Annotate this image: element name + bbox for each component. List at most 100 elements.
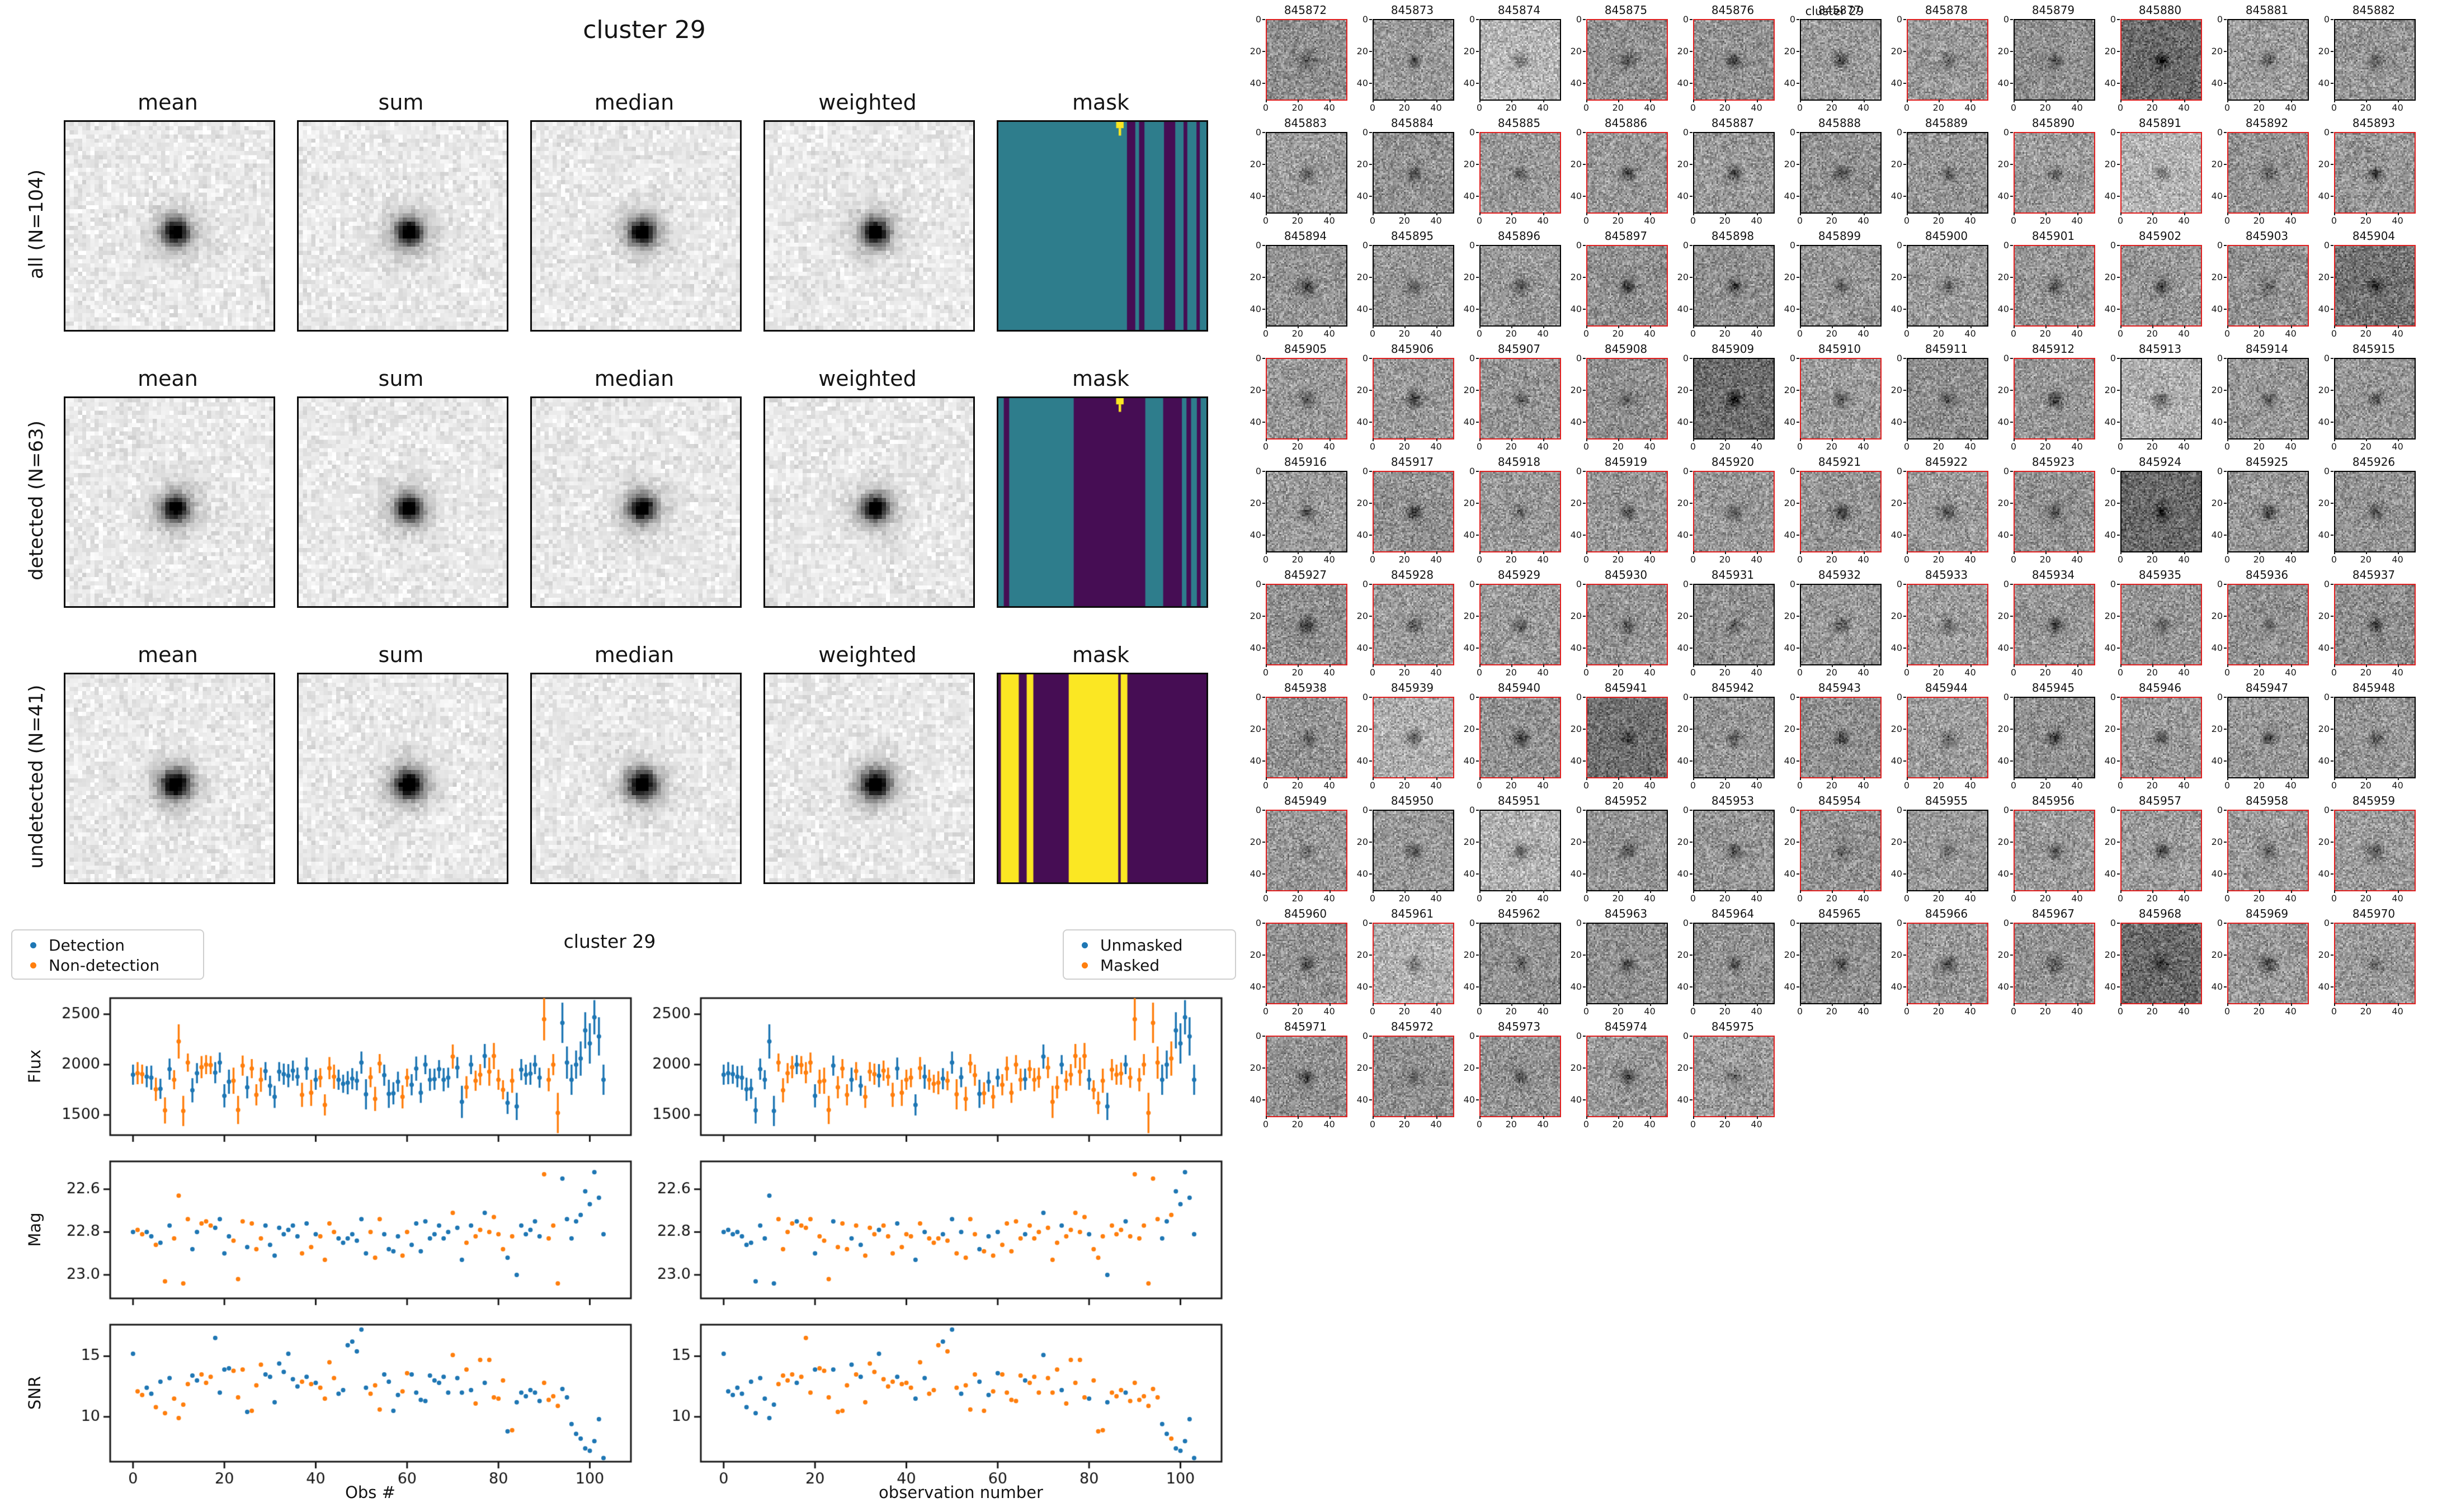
thumbnail-label-845910: 845910 [1818,342,1861,356]
tick [1797,195,1799,197]
tick [1690,1036,1692,1037]
thumbnail-845930-flagged [1586,584,1668,665]
thumbnail-845875-flagged [1586,19,1668,101]
tick [1690,1067,1692,1069]
thumb-ytick: 0 [1255,692,1261,702]
thumbnail-label-845942: 845942 [1711,681,1755,694]
tick [1724,890,1726,893]
thumb-ytick: 0 [2003,579,2009,589]
thumbnail-label-845906: 845906 [1390,342,1434,356]
thumb-ytick: 40 [1250,77,1261,88]
tick [2259,1003,2260,1006]
thumbnail-845941-flagged [1586,697,1668,778]
tick [1369,389,1372,391]
thumbnail-845877 [1800,19,1882,101]
tick [1797,358,1799,359]
thumb-ytick: 0 [1255,14,1261,25]
thumbnail-845907-flagged [1479,358,1561,440]
thumb-xtick: 40 [1323,102,1335,113]
tick [1797,697,1799,698]
thumb-ytick: 20 [1784,384,1795,395]
tick [1511,1003,1512,1006]
tick [1297,325,1299,328]
tick [2045,664,2047,667]
tick [1479,1116,1481,1119]
thumb-ytick: 0 [2110,805,2116,815]
tick [1266,212,1267,215]
thumb-xtick: 20 [1932,102,1944,113]
thumb-ytick: 40 [1890,303,1902,314]
tick [2117,471,2120,472]
tick [1724,664,1726,667]
tick [2045,551,2047,554]
tick [2045,212,2047,215]
tick [1369,163,1372,165]
tick [1583,841,1586,843]
thumb-ytick: 20 [1997,949,2009,960]
thumbnail-845908-flagged [1586,358,1668,440]
thumb-xtick: 0 [2331,102,2337,113]
thumb-ytick: 20 [2104,271,2116,282]
column-header-mean: mean [138,90,198,115]
tick [2010,308,2013,310]
thumbnail-845954-flagged [1800,810,1882,891]
thumb-xtick: 20 [1932,328,1944,339]
thumb-xtick: 0 [1369,780,1376,791]
tick [1543,1003,1544,1006]
tick [2334,100,2335,102]
thumb-xtick: 0 [1262,780,1269,791]
tick [1907,438,1908,441]
tick [2331,647,2333,649]
thumbnail-label-845904: 845904 [2352,229,2396,243]
thumb-ytick: 40 [1784,77,1795,88]
thumb-ytick: 20 [1250,723,1261,734]
thumb-ytick: 20 [2211,497,2223,508]
tick [1373,890,1374,893]
tick [1938,100,1940,102]
tick [2010,389,2013,391]
tick [2227,438,2228,441]
tick [1583,584,1586,585]
thumb-ytick: 40 [1890,868,1902,879]
thumbnail-845942 [1693,697,1775,778]
tick [2227,1003,2228,1006]
tick [1369,245,1372,246]
tick [2227,551,2228,554]
thumb-xtick: 40 [1537,893,1549,904]
thumb-xtick: 40 [2285,328,2297,339]
thumbnail-845957-flagged [2120,810,2202,891]
tick [1649,212,1651,215]
tick [1329,1116,1331,1119]
tick [1863,664,1865,667]
tick [1693,664,1694,667]
tick [1831,890,1833,893]
tick [1970,551,1972,554]
thumb-xtick: 40 [1857,554,1869,565]
column-header-mask: mask [1072,366,1130,391]
thumb-ytick: 20 [1890,723,1902,734]
thumb-ytick: 0 [1362,579,1368,589]
column-header-mask: mask [1072,642,1130,667]
tick [1583,276,1586,278]
unmasked-marker-icon [1082,942,1088,948]
tick [1690,50,1692,52]
thumb-ytick: 0 [1255,1031,1261,1041]
tick [1369,534,1372,536]
thumbnail-845966-flagged [1907,923,1988,1004]
thumb-ytick: 40 [1356,981,1368,992]
thumb-ytick: 0 [1576,14,1582,25]
tick [2331,954,2333,956]
tick [1476,276,1479,278]
tick [1649,100,1651,102]
tick [1543,325,1544,328]
thumb-ytick: 20 [2104,836,2116,847]
thumbnail-label-845947: 845947 [2245,681,2289,694]
thumb-ytick: 0 [1896,240,1902,251]
thumb-xtick: 40 [1644,893,1656,904]
tick [1476,923,1479,924]
tick [2120,212,2121,215]
thumb-ytick: 40 [2211,981,2223,992]
thumb-xtick: 20 [2253,554,2265,565]
thumb-xtick: 40 [1537,667,1549,678]
tick [1297,438,1299,441]
